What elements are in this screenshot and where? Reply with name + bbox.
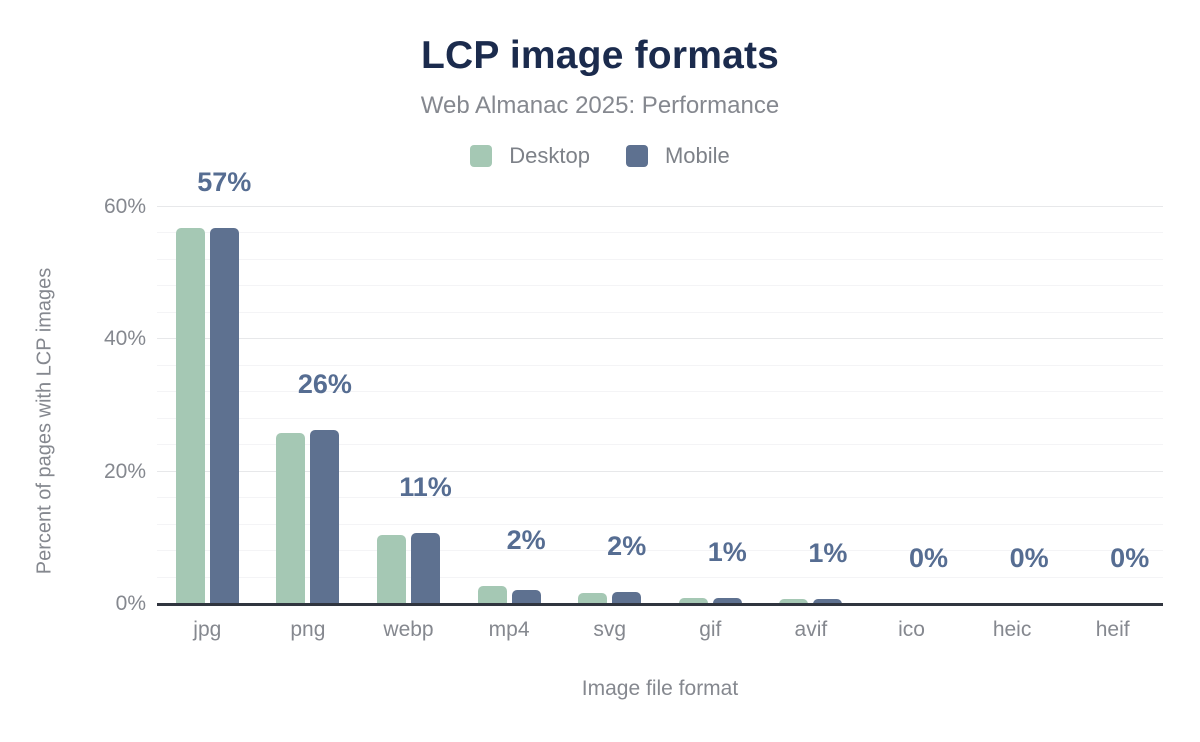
x-category-label-png: png [290,618,326,641]
minor-gridline [157,444,1163,446]
legend: Desktop Mobile [0,143,1200,169]
minor-gridline [157,232,1163,234]
value-label-ico: 0% [908,543,949,573]
bar-mobile-webp [411,533,440,604]
y-tick-label: 60% [103,195,146,218]
chart-plot-area: 0% 20% 40% 60% 57% jpg 26% png 11% webp 2% mp4 2% svg… [104,167,1163,641]
x-category-label-mp4: mp4 [488,618,530,641]
value-label-webp: 11% [399,472,452,503]
desktop-swatch-icon [470,145,493,167]
minor-gridline [157,258,1163,260]
bar-mobile-jpg [209,227,239,604]
legend-item-mobile: Mobile [625,143,730,169]
bar-desktop-mp4 [477,586,507,604]
value-label-png: 26% [297,368,352,399]
x-category-label-ico: ico [898,618,925,641]
y-tick-label: 0% [115,592,146,615]
minor-gridline [157,417,1163,419]
bar-mobile-png [310,429,340,604]
x-category-label-webp: webp [383,618,434,641]
chart-title: LCP image formats [420,34,780,77]
bar-mobile-avif [813,599,843,604]
minor-gridline [157,391,1163,393]
x-category-label-svg: svg [593,618,627,641]
y-tick-label: 40% [103,327,146,351]
major-gridline [157,206,1163,207]
minor-gridline [157,285,1163,287]
bar-mobile-mp4 [511,590,541,604]
x-category-label-avif: avif [794,618,828,641]
bar-desktop-svg [578,592,608,604]
value-label-heic: 0% [1009,543,1049,573]
bar-desktop-gif [678,598,708,604]
value-label-gif: 1% [707,537,747,568]
bar-desktop-avif [779,599,809,604]
minor-gridline [157,523,1163,525]
value-label-mp4: 2% [506,525,546,556]
major-gridline [157,470,1163,472]
chart-subtitle: Web Almanac 2025: Performance [420,92,780,119]
bar-desktop-webp [377,535,406,604]
major-gridline [157,338,1163,340]
bar-mobile-svg [612,592,642,604]
x-axis-line [157,603,1163,606]
minor-gridline [157,364,1163,366]
bar-desktop-jpg [175,227,205,604]
legend-item-desktop: Desktop [470,143,590,169]
mobile-swatch-icon [625,145,648,167]
bar-desktop-png [276,433,306,604]
value-label-avif: 1% [808,538,848,569]
minor-gridline [157,311,1163,313]
minor-gridline [157,576,1163,578]
y-tick-label: 20% [103,459,146,483]
legend-label-desktop: Desktop [509,143,590,168]
value-label-heif: 0% [1110,543,1150,573]
y-axis-title: Percent of pages with LCP images [33,267,56,575]
value-label-svg: 2% [607,531,647,562]
minor-gridline [157,497,1163,499]
value-label-jpg: 57% [197,166,252,197]
x-category-label-heif: heif [1095,618,1130,641]
x-axis-title: Image file format [581,677,739,700]
minor-gridline [157,550,1163,552]
x-category-label-gif: gif [699,618,722,641]
x-category-label-heic: heic [992,618,1032,641]
x-category-label-jpg: jpg [193,618,222,641]
bar-mobile-gif [712,598,742,604]
legend-label-mobile: Mobile [664,143,730,168]
